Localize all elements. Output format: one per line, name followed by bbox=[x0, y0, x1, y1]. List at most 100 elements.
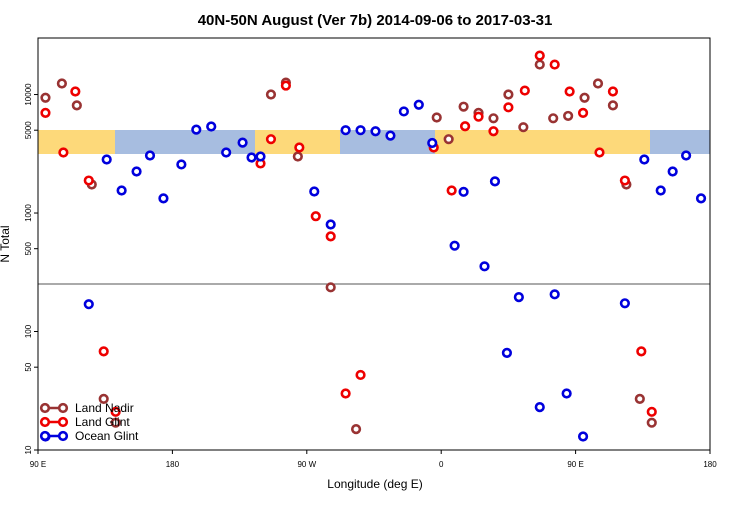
point bbox=[619, 298, 630, 309]
y-tick-label: 100 bbox=[24, 324, 33, 338]
point bbox=[431, 112, 442, 123]
point bbox=[519, 85, 530, 96]
x-tick-label: 180 bbox=[703, 460, 717, 469]
legend-label: Land Nadir bbox=[75, 401, 134, 415]
point bbox=[501, 347, 513, 358]
point bbox=[325, 219, 336, 230]
point bbox=[592, 78, 604, 89]
point bbox=[58, 147, 69, 158]
point bbox=[594, 147, 605, 158]
legend-marker bbox=[39, 402, 51, 414]
point bbox=[646, 417, 657, 428]
point bbox=[110, 406, 121, 417]
point bbox=[667, 166, 678, 177]
point bbox=[340, 388, 351, 399]
x-tick-label: 90 W bbox=[297, 460, 316, 469]
point bbox=[488, 113, 499, 124]
point bbox=[70, 86, 81, 97]
point bbox=[518, 122, 529, 133]
point bbox=[40, 107, 51, 118]
point bbox=[398, 106, 409, 117]
y-tick-label: 50 bbox=[24, 362, 33, 371]
point bbox=[503, 102, 514, 113]
point bbox=[110, 417, 121, 428]
x-axis-label: Longitude (deg E) bbox=[327, 477, 422, 491]
x-tick-label: 0 bbox=[439, 460, 444, 469]
point bbox=[489, 176, 501, 187]
point bbox=[158, 193, 169, 204]
point bbox=[83, 299, 94, 310]
point bbox=[695, 193, 707, 204]
point bbox=[534, 402, 545, 413]
point bbox=[473, 111, 484, 122]
legend-label: Land Glint bbox=[75, 415, 130, 429]
point bbox=[579, 92, 590, 103]
point bbox=[325, 231, 336, 242]
plot-frame bbox=[37, 37, 711, 451]
point bbox=[646, 406, 657, 417]
y-axis-label: N Total bbox=[0, 225, 12, 262]
legend-marker bbox=[57, 416, 69, 428]
point bbox=[385, 130, 396, 141]
point bbox=[71, 100, 82, 111]
point bbox=[563, 110, 574, 122]
point bbox=[577, 431, 589, 442]
y-tick-label: 500 bbox=[24, 241, 33, 255]
point bbox=[191, 124, 202, 135]
legend-marker bbox=[39, 416, 51, 428]
point bbox=[325, 282, 336, 293]
y-tick-label: 5000 bbox=[24, 121, 33, 139]
point bbox=[255, 151, 266, 162]
point bbox=[655, 185, 666, 196]
chart-title: 40N-50N August (Ver 7b) 2014-09-06 to 20… bbox=[198, 12, 553, 29]
point bbox=[355, 125, 366, 136]
point bbox=[40, 92, 51, 103]
point bbox=[577, 107, 589, 118]
legend-label: Ocean Glint bbox=[75, 429, 139, 443]
point bbox=[446, 185, 457, 196]
point bbox=[176, 159, 187, 170]
point bbox=[503, 89, 514, 100]
legend-marker bbox=[57, 402, 69, 414]
point bbox=[479, 261, 490, 272]
point bbox=[370, 126, 381, 137]
point bbox=[101, 154, 112, 165]
point bbox=[116, 185, 127, 196]
point bbox=[340, 125, 351, 136]
point bbox=[355, 369, 366, 381]
point bbox=[350, 424, 362, 435]
point bbox=[221, 147, 232, 158]
point bbox=[98, 346, 109, 357]
x-tick-label: 90 E bbox=[567, 460, 583, 469]
point bbox=[619, 175, 630, 186]
point bbox=[265, 89, 277, 100]
point bbox=[639, 154, 650, 165]
point bbox=[458, 101, 469, 112]
point bbox=[83, 175, 94, 186]
point bbox=[488, 126, 499, 137]
point bbox=[534, 50, 545, 61]
point bbox=[681, 150, 692, 161]
point bbox=[549, 289, 560, 300]
point bbox=[309, 186, 320, 197]
point bbox=[459, 121, 471, 132]
point bbox=[280, 80, 291, 91]
point bbox=[534, 59, 545, 70]
point bbox=[443, 134, 454, 145]
point bbox=[294, 142, 305, 153]
point bbox=[144, 150, 156, 161]
point bbox=[549, 59, 560, 70]
point bbox=[131, 166, 142, 177]
point bbox=[548, 113, 559, 124]
point bbox=[98, 393, 109, 404]
point bbox=[237, 137, 248, 148]
point bbox=[292, 151, 303, 162]
y-tick-label: 10000 bbox=[24, 83, 33, 106]
point bbox=[246, 152, 257, 163]
point bbox=[206, 121, 217, 132]
point bbox=[607, 86, 619, 97]
x-tick-label: 180 bbox=[166, 460, 180, 469]
point bbox=[458, 186, 469, 197]
